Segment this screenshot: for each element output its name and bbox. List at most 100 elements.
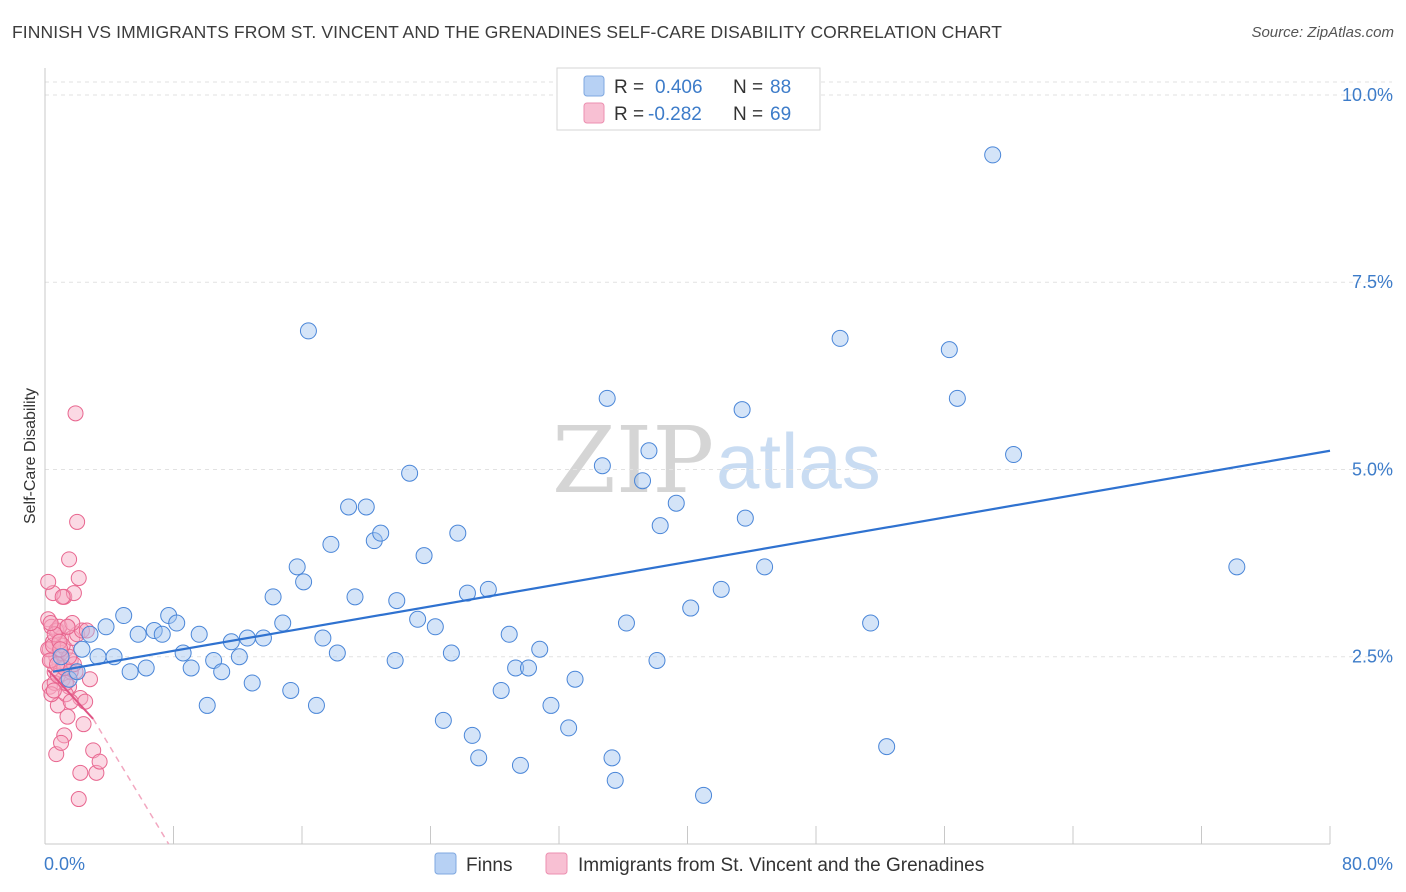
finns-point-87 [1228, 558, 1246, 576]
finns-point-59 [519, 659, 537, 677]
finns-point-9 [121, 663, 139, 681]
finns-point-83 [940, 341, 958, 359]
immigrants-point-41 [69, 513, 86, 530]
legend-r-value-finns: 0.406 [655, 77, 703, 98]
finns-point-27 [264, 588, 282, 606]
y-tick-label-1: 5.0% [1352, 459, 1393, 479]
y-tick-label-2: 7.5% [1352, 272, 1393, 292]
finns-point-77 [733, 401, 751, 419]
finns-point-10 [129, 625, 147, 643]
legend: R = 0.406 N = 88 R = -0.282 N = 69 [556, 67, 821, 131]
immigrants-point-42 [70, 791, 87, 808]
immigrants-point-36 [61, 551, 78, 568]
immigrants-point-19 [70, 570, 87, 587]
finns-point-34 [314, 629, 332, 647]
finns-point-65 [598, 389, 616, 407]
y-tick-label-3: 10.0% [1342, 85, 1393, 105]
finns-point-78 [736, 509, 754, 527]
immigrants-trend-line-extrapolated [92, 718, 170, 845]
finns-point-29 [282, 681, 300, 699]
finns-point-28 [274, 614, 292, 632]
bottom-legend: Finns Immigrants from St. Vincent and th… [434, 852, 984, 876]
x-tick-label-max: 80.0% [1342, 854, 1393, 874]
finns-point-75 [695, 786, 713, 804]
finns-point-25 [243, 674, 261, 692]
finns-point-68 [617, 614, 635, 632]
finns-point-15 [168, 614, 186, 632]
immigrants-point-50 [41, 652, 58, 669]
bottom-legend-label-immigrants: Immigrants from St. Vincent and the Gren… [578, 855, 984, 876]
finns-point-19 [198, 696, 216, 714]
source-credit: Source: ZipAtlas.com [1251, 24, 1394, 41]
finns-point-66 [603, 749, 621, 767]
immigrants-point-58 [54, 588, 71, 605]
finns-point-23 [230, 648, 248, 666]
finns-point-13 [153, 625, 171, 643]
finns-point-21 [213, 663, 231, 681]
legend-swatch-finns [583, 75, 605, 97]
y-tick-labels: 2.5% 5.0% 7.5% 10.0% [1342, 85, 1393, 667]
y-tick-label-0: 2.5% [1352, 647, 1393, 667]
immigrants-point-35 [59, 708, 76, 725]
finns-point-39 [357, 498, 375, 516]
legend-n-label-immigrants: N = [733, 104, 763, 125]
immigrants-point-23 [77, 693, 94, 710]
chart-title: FINNISH VS IMMIGRANTS FROM ST. VINCENT A… [12, 22, 1003, 42]
finns-point-52 [463, 726, 481, 744]
finns-point-86 [1005, 446, 1023, 464]
finns-point-53 [470, 749, 488, 767]
finns-point-79 [756, 558, 774, 576]
finns-point-6 [97, 618, 115, 636]
finns-point-37 [340, 498, 358, 516]
finns-point-69 [634, 472, 652, 490]
immigrants-point-22 [75, 716, 92, 733]
legend-r-value-immigrants: -0.282 [648, 104, 702, 125]
finns-point-63 [566, 670, 584, 688]
finns-point-82 [878, 738, 896, 756]
finns-point-8 [115, 607, 133, 625]
finns-point-11 [137, 659, 155, 677]
finns-point-56 [500, 625, 518, 643]
finns-point-58 [511, 756, 529, 774]
legend-r-label-finns: R = [614, 77, 644, 98]
finns-point-26 [254, 629, 272, 647]
finns-point-57 [507, 659, 525, 677]
finns-point-12 [145, 622, 163, 640]
finns-point-47 [426, 618, 444, 636]
immigrants-point-66 [45, 682, 62, 699]
finns-point-46 [415, 547, 433, 565]
finns-point-84 [948, 389, 966, 407]
finns-point-80 [831, 329, 849, 347]
finns-point-35 [322, 535, 340, 553]
finns-point-41 [372, 524, 390, 542]
watermark: ZIP atlas [552, 407, 881, 514]
gridlines [45, 81, 1392, 658]
legend-n-value-immigrants: 69 [770, 104, 791, 125]
finns-point-74 [682, 599, 700, 617]
legend-r-label-immigrants: R = [614, 104, 644, 125]
finns-point-38 [346, 588, 364, 606]
finns-point-62 [560, 719, 578, 737]
x-tick-label-min: 0.0% [44, 854, 85, 874]
immigrants-point-45 [81, 671, 98, 688]
immigrants-point-40 [67, 405, 84, 422]
immigrants-point-64 [40, 573, 57, 590]
finns-point-17 [182, 659, 200, 677]
finns-point-42 [386, 651, 404, 669]
finns-point-31 [295, 573, 313, 591]
watermark-zip: ZIP [552, 407, 714, 514]
bottom-legend-swatch-finns [434, 852, 457, 875]
legend-swatch-immigrants [583, 102, 605, 124]
finns-point-70 [640, 442, 658, 460]
finns-point-36 [328, 644, 346, 662]
finns-point-50 [449, 524, 467, 542]
immigrants-point-57 [53, 734, 70, 751]
series-immigrants-points [40, 405, 108, 808]
immigrants-point-43 [72, 764, 89, 781]
finns-point-71 [648, 651, 666, 669]
finns-point-48 [434, 711, 452, 729]
finns-point-76 [712, 580, 730, 598]
finns-point-73 [667, 494, 685, 512]
finns-point-85 [984, 146, 1002, 164]
